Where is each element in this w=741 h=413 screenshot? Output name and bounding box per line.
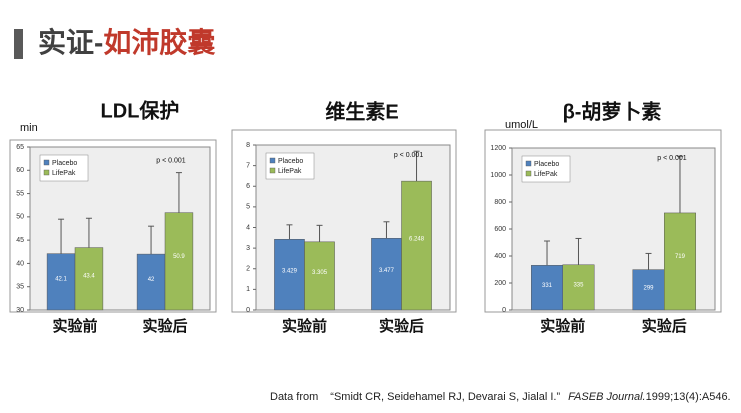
y-axis-label: umol/L bbox=[505, 119, 538, 131]
legend-label: LifePak bbox=[534, 171, 558, 178]
bar bbox=[274, 239, 305, 311]
data-label: 335 bbox=[573, 283, 584, 289]
data-label: 331 bbox=[542, 283, 553, 289]
bar bbox=[304, 241, 335, 311]
y-tick-label: 40 bbox=[16, 260, 24, 267]
bar bbox=[136, 253, 166, 311]
annotation: p < 0.001 bbox=[394, 152, 423, 159]
y-axis-label: min bbox=[20, 122, 38, 134]
data-label: 3.429 bbox=[282, 269, 298, 275]
y-tick-label: 800 bbox=[494, 199, 506, 206]
y-tick-label: 55 bbox=[16, 190, 24, 197]
legend: Placebo LifePak bbox=[39, 154, 89, 182]
legend-box bbox=[521, 155, 571, 183]
y-tick-label: 1 bbox=[246, 286, 250, 293]
annotation: p < 0.001 bbox=[657, 155, 686, 162]
y-tick-label: 200 bbox=[494, 280, 506, 287]
legend-label: LifePak bbox=[278, 168, 302, 175]
y-tick-label: 60 bbox=[16, 167, 24, 174]
footer-prefix: Data from bbox=[270, 391, 318, 403]
annotation: p < 0.001 bbox=[156, 157, 185, 164]
y-tick-label: 30 bbox=[16, 307, 24, 314]
y-tick-label: 6 bbox=[246, 183, 250, 190]
legend-label: Placebo bbox=[52, 160, 77, 167]
legend-swatch bbox=[269, 167, 276, 174]
bar bbox=[74, 247, 104, 311]
y-tick-label: 65 bbox=[16, 144, 24, 151]
y-tick-label: 8 bbox=[246, 142, 250, 149]
footer: Data from “Smidt CR, Seidehamel RJ, Devar… bbox=[270, 391, 731, 403]
legend-label: LifePak bbox=[52, 170, 76, 177]
y-tick-label: 4 bbox=[246, 224, 250, 231]
footer-journal: FASEB Journal. bbox=[568, 391, 645, 403]
legend-label: Placebo bbox=[534, 161, 559, 168]
footer-authors: “Smidt CR, Seidehamel RJ, Devarai S, Jia… bbox=[330, 391, 560, 403]
chart-title: LDL保护 bbox=[101, 98, 180, 122]
data-label: 3.305 bbox=[312, 270, 328, 276]
x-tick-label: 实验后 bbox=[142, 317, 187, 335]
y-tick-label: 400 bbox=[494, 253, 506, 260]
data-label: 299 bbox=[644, 285, 655, 291]
data-label: 6.248 bbox=[409, 237, 425, 243]
data-label: 3.477 bbox=[379, 268, 395, 274]
x-tick-label: 实验后 bbox=[642, 317, 687, 335]
y-tick-label: 600 bbox=[494, 226, 506, 233]
bar bbox=[632, 269, 665, 311]
y-tick-label: 5 bbox=[246, 204, 250, 211]
title-prefix: 实证- bbox=[38, 26, 103, 58]
bar bbox=[401, 180, 432, 311]
y-tick-label: 2 bbox=[246, 266, 250, 273]
data-label: 42.1 bbox=[55, 277, 67, 283]
legend-label: Placebo bbox=[278, 158, 303, 165]
x-tick-label: 实验前 bbox=[52, 317, 97, 335]
y-tick-label: 1200 bbox=[490, 145, 506, 152]
bar bbox=[664, 212, 696, 311]
y-tick-label: 50 bbox=[16, 214, 24, 221]
y-tick-label: 3 bbox=[246, 245, 250, 252]
y-tick-label: 1000 bbox=[490, 172, 506, 179]
title-bar bbox=[14, 29, 23, 59]
legend-swatch bbox=[269, 157, 276, 164]
legend-swatch bbox=[43, 169, 50, 176]
x-tick-label: 实验后 bbox=[379, 317, 424, 335]
bar bbox=[46, 253, 76, 311]
x-tick-label: 实验前 bbox=[282, 317, 327, 335]
legend-swatch bbox=[525, 170, 532, 177]
y-tick-label: 7 bbox=[246, 162, 250, 169]
y-tick-label: 0 bbox=[246, 307, 250, 314]
y-tick-label: 35 bbox=[16, 284, 24, 291]
data-label: 43.4 bbox=[83, 273, 95, 279]
legend-swatch bbox=[525, 160, 532, 167]
chart-title: β-胡萝卜素 bbox=[563, 99, 662, 123]
bar bbox=[164, 212, 194, 311]
slide-title: 实证-如沛胶囊 bbox=[38, 26, 215, 58]
footer-citation: 1999;13(4):A546. bbox=[646, 391, 731, 403]
y-tick-label: 0 bbox=[502, 307, 506, 314]
y-tick-label: 45 bbox=[16, 237, 24, 244]
legend: Placebo LifePak bbox=[521, 155, 571, 183]
bar bbox=[371, 238, 402, 311]
x-tick-label: 实验前 bbox=[540, 317, 585, 335]
legend-box bbox=[39, 154, 89, 182]
data-label: 42 bbox=[148, 277, 155, 283]
legend: Placebo LifePak bbox=[265, 152, 315, 180]
legend-box bbox=[265, 152, 315, 180]
data-label: 719 bbox=[675, 254, 686, 260]
title-highlight: 如沛胶囊 bbox=[103, 26, 215, 58]
data-label: 50.9 bbox=[173, 254, 185, 260]
legend-swatch bbox=[43, 159, 50, 166]
chart-title: 维生素E bbox=[325, 99, 398, 123]
